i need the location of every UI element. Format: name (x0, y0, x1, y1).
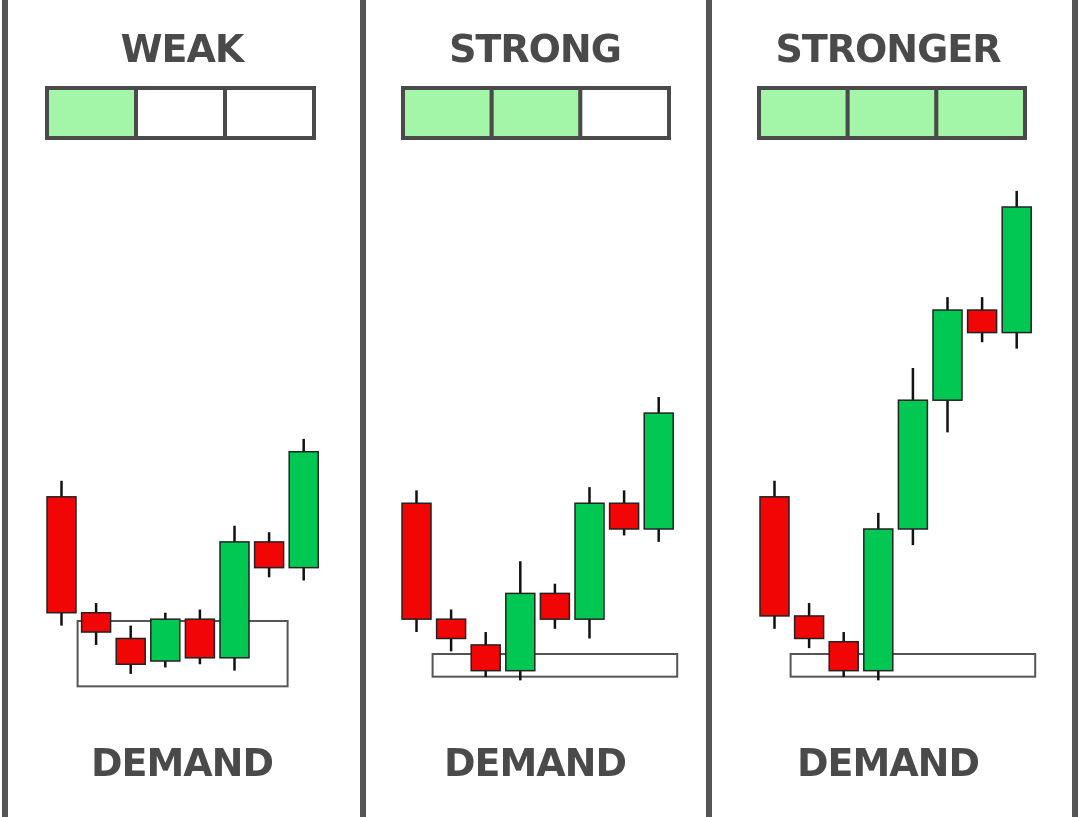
candle-3 (470, 632, 501, 678)
candle-3 (828, 632, 859, 678)
candle-body-bearish (253, 541, 285, 569)
candle-body-bearish (470, 644, 501, 672)
demand-zone (789, 653, 1037, 678)
panel-footer-label: DEMAND (444, 741, 626, 785)
strength-meter-cell-1 (401, 86, 494, 140)
candle-1 (401, 490, 432, 633)
candle-5 (539, 583, 571, 629)
candle-body-bullish (932, 309, 963, 401)
candle-3 (115, 625, 146, 674)
candle-8 (643, 396, 674, 542)
candle-body-bullish (288, 450, 319, 569)
panel-title: STRONG (449, 27, 621, 71)
candle-body-bearish (184, 618, 216, 659)
candle-6 (219, 525, 250, 671)
candle-body-bullish (219, 541, 250, 659)
candle-body-bearish (608, 502, 640, 530)
candle-body-bullish (897, 399, 929, 530)
candle-7 (966, 297, 998, 343)
strength-meter-cell-1 (45, 86, 138, 140)
candle-body-bullish (863, 528, 894, 672)
candle-8 (288, 438, 319, 581)
strength-meter-cell-2 (134, 86, 227, 140)
candle-5 (897, 368, 929, 546)
candle-4 (150, 612, 181, 668)
candle-body-bearish (115, 637, 146, 665)
candle-4 (505, 561, 536, 681)
panel-footer-label: DEMAND (91, 741, 273, 785)
candle-2 (80, 603, 112, 645)
candle-body-bullish (574, 502, 605, 620)
strength-meter-cell-2 (845, 86, 939, 140)
panel-1: WEAK DEMAND (45, 27, 319, 785)
panel-2: STRONG DEMAND (401, 27, 679, 785)
candle-1 (46, 480, 77, 626)
candle-body-bearish (793, 615, 825, 640)
candle-1 (759, 480, 790, 629)
candle-body-bearish (539, 592, 571, 620)
demand-zone (431, 653, 679, 678)
candle-7 (608, 490, 640, 536)
demand-zone (76, 620, 289, 688)
candle-body-bearish (759, 496, 790, 617)
strength-meter-cell-1 (757, 86, 850, 140)
candle-body-bullish (150, 618, 181, 662)
strength-meter (401, 86, 671, 140)
strength-meter-cell-2 (489, 86, 583, 140)
candle-2 (435, 609, 467, 652)
panel-footer-label: DEMAND (797, 741, 979, 785)
candle-body-bullish (505, 592, 536, 672)
candle-body-bearish (80, 611, 112, 633)
candle-8 (1001, 190, 1032, 349)
panel-title: STRONGER (775, 27, 1001, 71)
panel-3: STRONGER DEMAND (757, 27, 1037, 785)
candle-4 (863, 512, 894, 681)
panel-title: WEAK (121, 27, 246, 71)
candle-5 (184, 609, 216, 665)
candle-body-bearish (828, 640, 859, 672)
candle-2 (793, 603, 825, 649)
candle-body-bearish (46, 496, 77, 614)
candle-body-bullish (1001, 206, 1032, 334)
candle-body-bearish (435, 618, 467, 640)
panels: WEAK DEMAND STRONG DEMAND STRONGER DEMAND (45, 27, 1037, 785)
strength-meter-cell-3 (223, 86, 316, 140)
candle-body-bearish (966, 309, 998, 334)
candle-body-bearish (401, 502, 432, 620)
candle-7 (253, 532, 285, 578)
candle-6 (932, 297, 963, 433)
candle-body-bullish (643, 412, 674, 530)
strength-meter-cell-3 (578, 86, 671, 140)
strength-meter (45, 86, 316, 140)
strength-meter (757, 86, 1027, 140)
candle-6 (574, 487, 605, 639)
strength-meter-cell-3 (934, 86, 1027, 140)
